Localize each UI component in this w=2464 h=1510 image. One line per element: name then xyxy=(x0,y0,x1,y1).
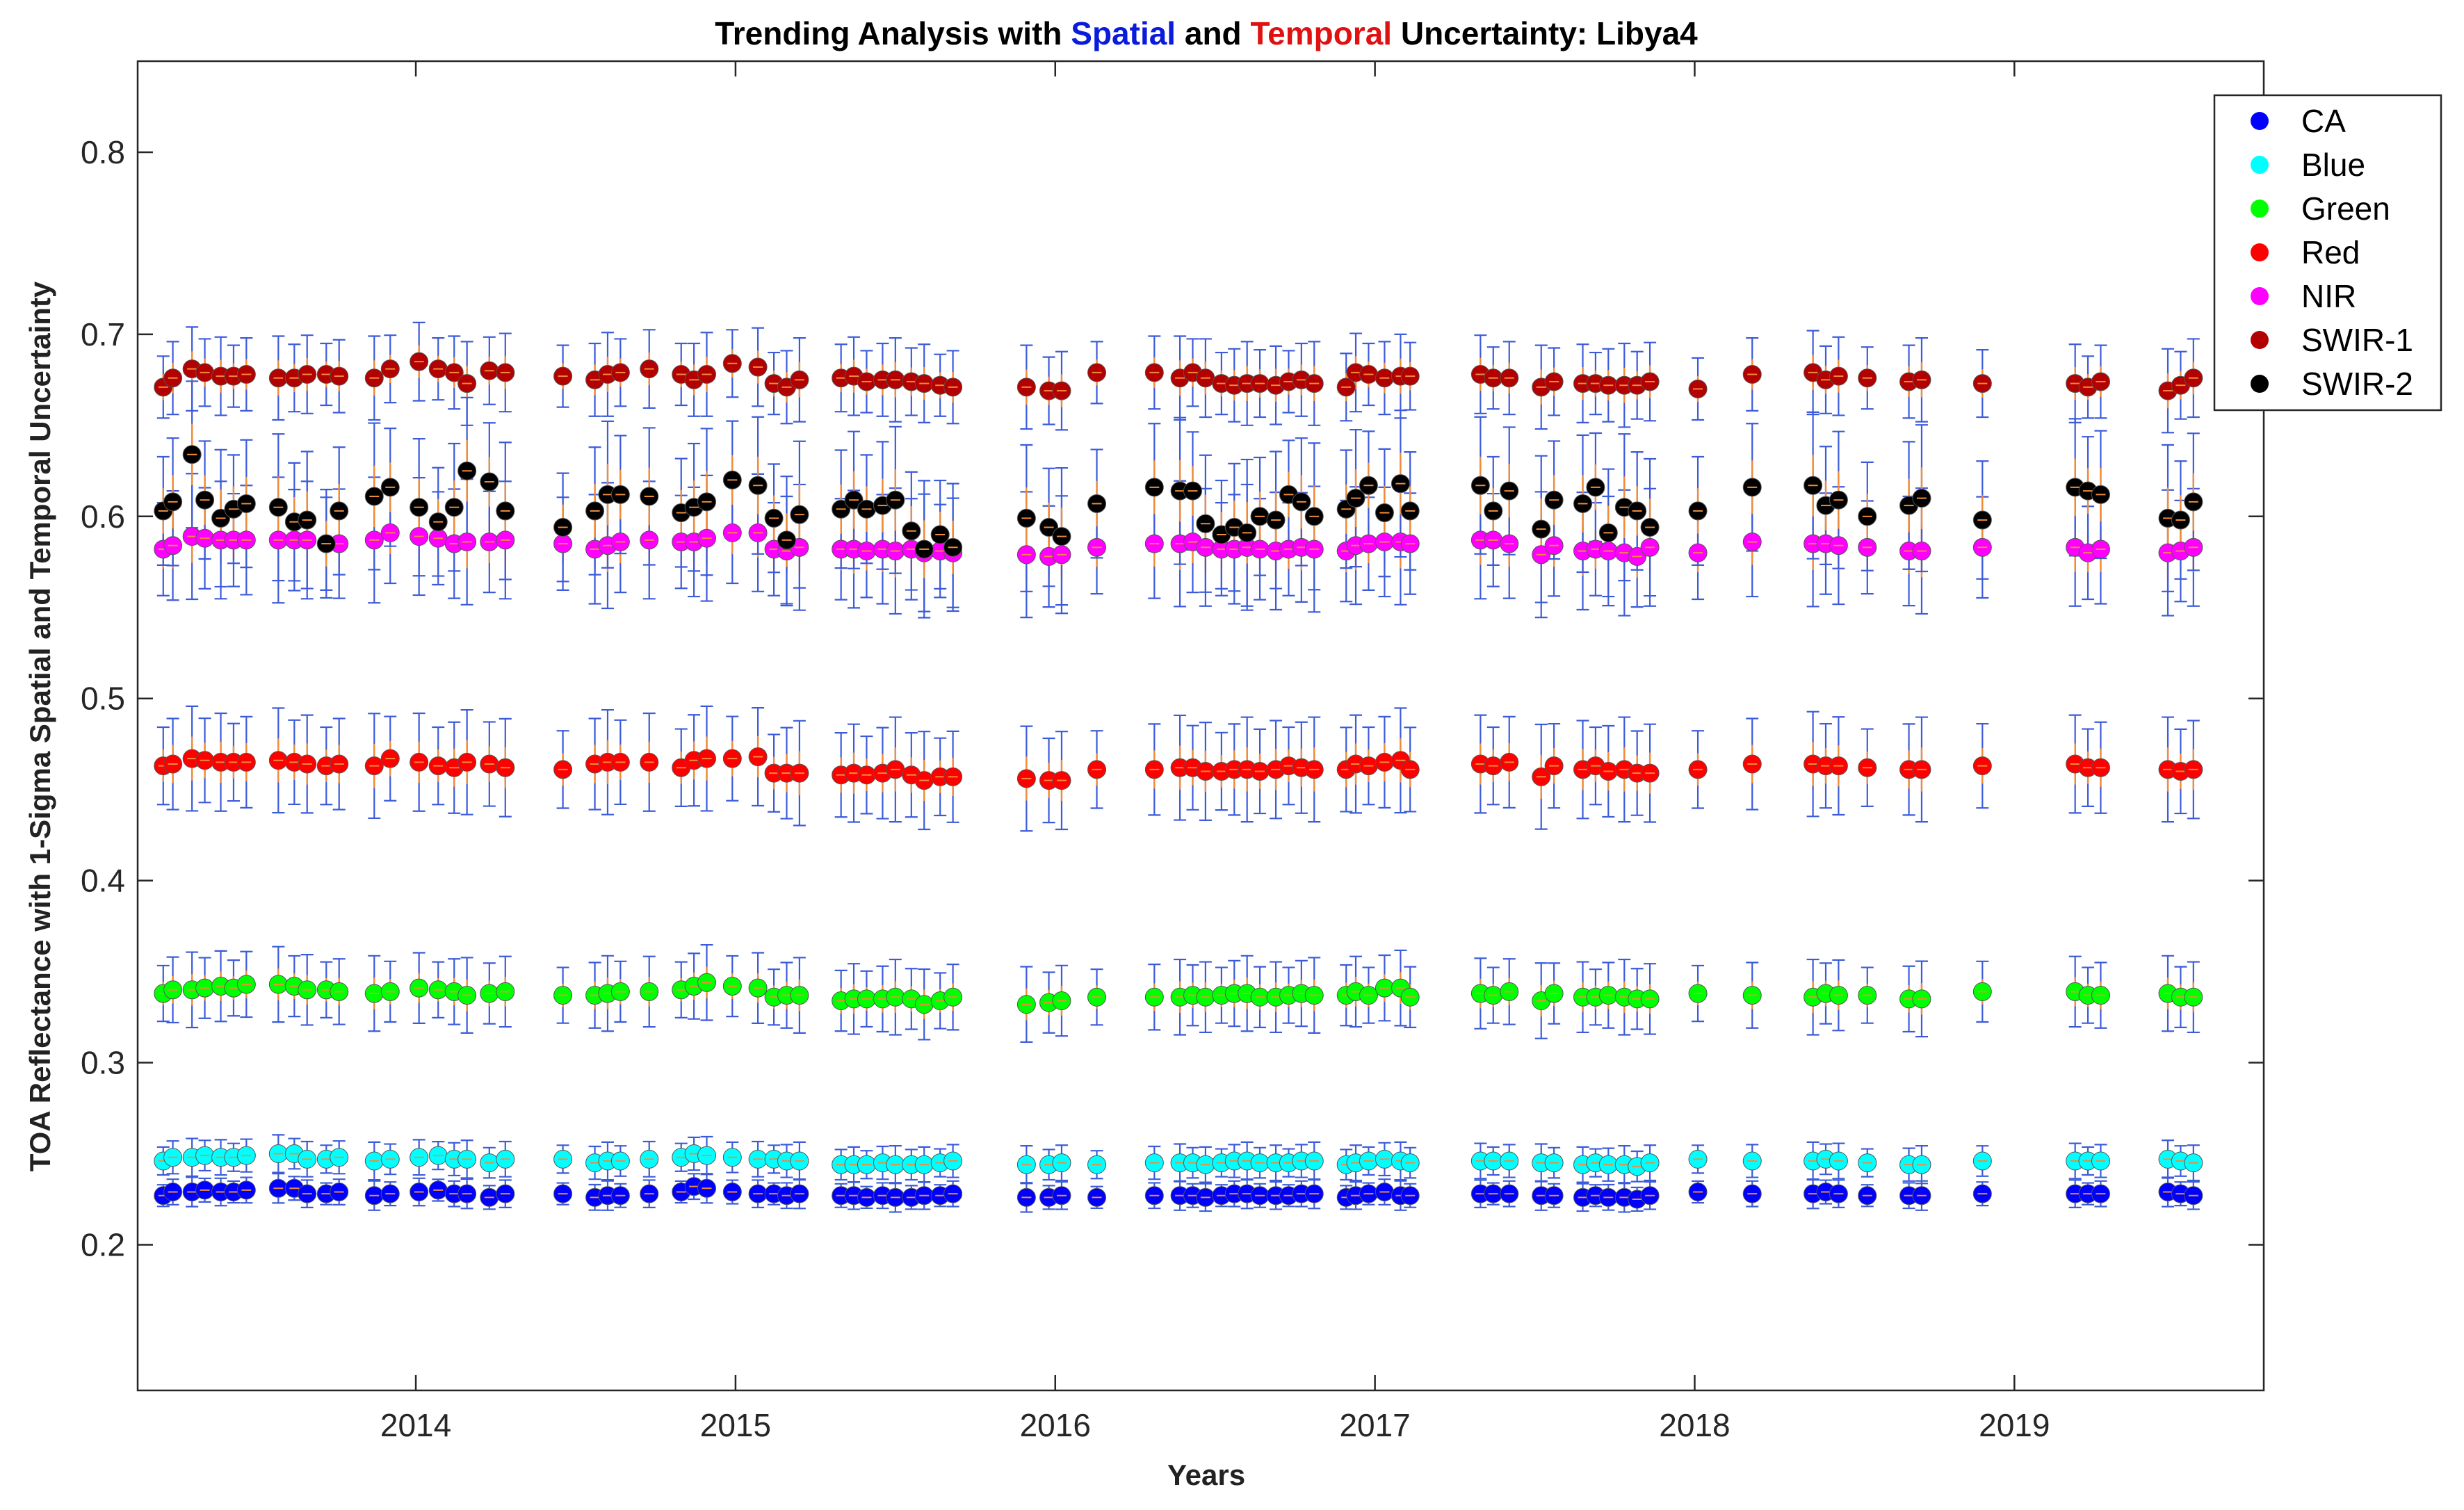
title-part-2: and xyxy=(1176,15,1250,51)
x-tick-label-2016: 2016 xyxy=(1020,1407,1091,1443)
legend-label-swir-1: SWIR-1 xyxy=(2301,322,2413,358)
title-part-3: Temporal xyxy=(1250,15,1392,51)
y-tick-label-0.5: 0.5 xyxy=(81,681,125,717)
y-tick-label-0.2: 0.2 xyxy=(81,1226,125,1263)
x-tick-label-2015: 2015 xyxy=(700,1407,771,1443)
y-tick-label-0.7: 0.7 xyxy=(81,316,125,352)
axis-ticks-layer xyxy=(138,61,2264,1390)
title-part-4: Uncertainty: Libya4 xyxy=(1392,15,1698,51)
legend: CA Blue Green Red NIR SWIR-1 SWIR-2 xyxy=(2213,94,2442,412)
legend-marker-nir xyxy=(2251,287,2269,305)
legend-label-swir-2: SWIR-2 xyxy=(2301,366,2413,402)
legend-marker-green xyxy=(2251,200,2269,218)
x-axis-label: Years xyxy=(1167,1459,1245,1491)
y-tick-label-0.3: 0.3 xyxy=(81,1045,125,1081)
legend-label-red: Red xyxy=(2301,234,2360,270)
legend-marker-red xyxy=(2251,243,2269,261)
legend-marker-ca xyxy=(2251,112,2269,130)
title-part-0: Trending Analysis with xyxy=(715,15,1071,51)
y-tick-label-0.6: 0.6 xyxy=(81,498,125,535)
title-part-1: Spatial xyxy=(1071,15,1176,51)
y-tick-label-0.8: 0.8 xyxy=(81,134,125,170)
x-tick-label-2019: 2019 xyxy=(1979,1407,2050,1443)
markers-layer xyxy=(154,352,2203,1209)
legend-label-green: Green xyxy=(2301,190,2390,227)
plot-area-frame xyxy=(136,60,2265,1392)
legend-label-nir: NIR xyxy=(2301,278,2356,314)
y-axis-label: TOA Reflectance with 1-Sigma Spatial and… xyxy=(24,281,56,1171)
x-tick-label-2017: 2017 xyxy=(1339,1407,1410,1443)
tick-labels-layer: 2014 2015 2016 2017 2018 2019 0.2 0.3 0.4 0.5 0.6 0… xyxy=(81,134,2050,1443)
chart-title: Trending Analysis with Spatial and Tempo… xyxy=(715,15,1698,51)
legend-marker-swir-1 xyxy=(2251,331,2269,349)
x-tick-label-2018: 2018 xyxy=(1659,1407,1730,1443)
legend-label-blue: Blue xyxy=(2301,147,2365,183)
legend-marker-blue xyxy=(2251,156,2269,174)
legend-marker-swir-2 xyxy=(2251,375,2269,393)
x-tick-label-2014: 2014 xyxy=(380,1407,451,1443)
legend-label-ca: CA xyxy=(2301,103,2346,139)
y-tick-label-0.4: 0.4 xyxy=(81,863,125,899)
